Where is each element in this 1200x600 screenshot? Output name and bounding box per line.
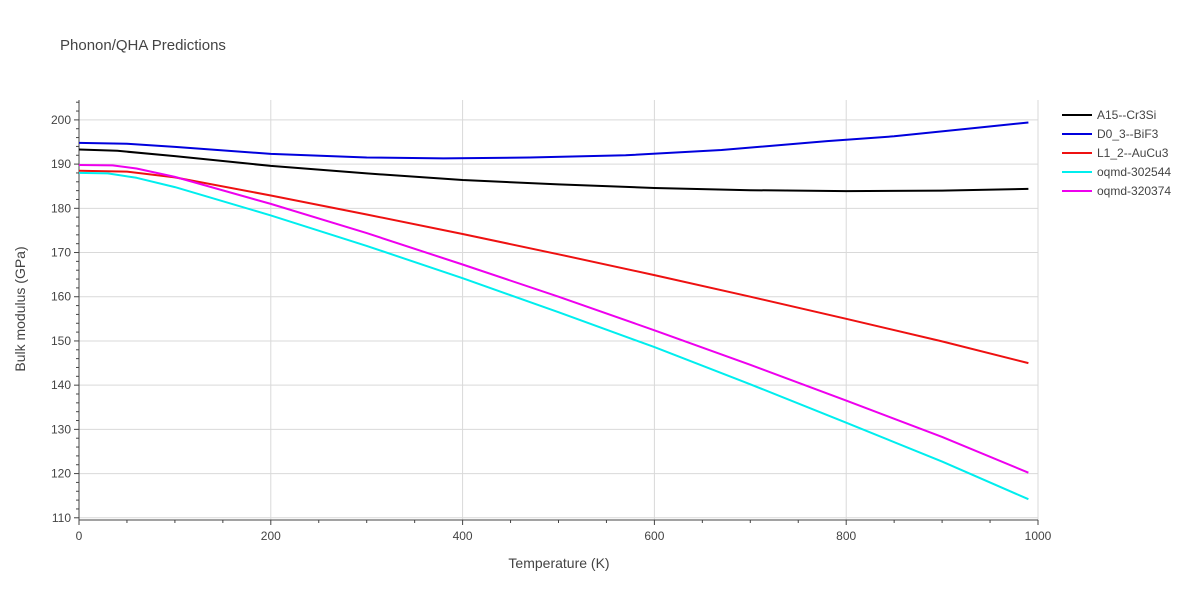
- series-line-oqmd-320374[interactable]: [78, 164, 1029, 474]
- legend-item[interactable]: oqmd-302544: [1062, 165, 1171, 179]
- y-tick-label: 180: [51, 201, 71, 215]
- legend-item[interactable]: D0_3--BiF3: [1062, 127, 1159, 141]
- grid: [79, 100, 1039, 520]
- legend-item[interactable]: oqmd-320374: [1062, 184, 1171, 198]
- legend-label: L1_2--AuCu3: [1097, 146, 1169, 160]
- x-tick-label: 1000: [1025, 529, 1052, 543]
- x-tick-label: 0: [76, 529, 83, 543]
- series-line-oqmd-302544[interactable]: [78, 171, 1029, 501]
- y-tick-label: 190: [51, 157, 71, 171]
- y-tick-label: 130: [51, 422, 71, 436]
- legend: A15--Cr3Si D0_3--BiF3 L1_2--AuCu3 oqmd-3025…: [1062, 108, 1171, 198]
- x-tick-label: 400: [453, 529, 473, 543]
- y-tick-label: 150: [51, 334, 71, 348]
- series-line-d0-3-bif3[interactable]: [78, 121, 1029, 160]
- x-axis-title: Temperature (K): [508, 555, 609, 571]
- axes: 0 200 400 600 800 1000 110 120 130 140 150 160 170 18…: [51, 100, 1052, 543]
- legend-label: A15--Cr3Si: [1097, 108, 1156, 122]
- series-line-a15-cr3si[interactable]: [78, 148, 1029, 193]
- series-line-l1-2-aucu3[interactable]: [78, 169, 1029, 365]
- x-tick-label: 800: [836, 529, 856, 543]
- legend-label: oqmd-302544: [1097, 165, 1171, 179]
- x-tick-label: 600: [644, 529, 664, 543]
- plot-area: [78, 121, 1029, 501]
- legend-item[interactable]: A15--Cr3Si: [1062, 108, 1156, 122]
- y-tick-label: 110: [52, 511, 71, 525]
- y-tick-label: 170: [51, 246, 71, 260]
- y-tick-label: 200: [51, 113, 71, 127]
- y-tick-label: 160: [51, 290, 71, 304]
- y-axis-title: Bulk modulus (GPa): [12, 246, 28, 371]
- chart-title: Phonon/QHA Predictions: [60, 37, 226, 54]
- legend-item[interactable]: L1_2--AuCu3: [1062, 146, 1169, 160]
- y-tick-label: 120: [51, 467, 71, 481]
- legend-label: oqmd-320374: [1097, 184, 1171, 198]
- legend-label: D0_3--BiF3: [1097, 127, 1159, 141]
- x-tick-label: 200: [261, 529, 281, 543]
- y-tick-label: 140: [51, 378, 71, 392]
